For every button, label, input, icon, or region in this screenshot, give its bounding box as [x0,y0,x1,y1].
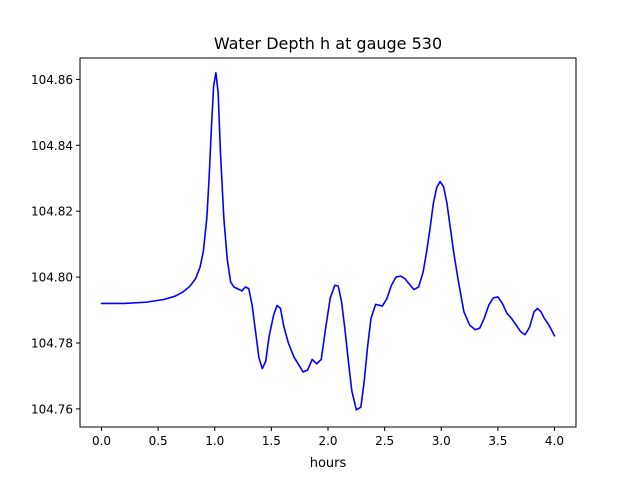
x-tick-label: 2.5 [375,434,394,448]
x-axis: 0.0 0.5 1.0 1.5 2.0 2.5 3.0 3.5 4.0 [92,427,564,448]
y-tick-label: 104.78 [31,336,73,350]
y-axis: 104.76 104.78 104.80 104.82 104.84 104.86 [31,73,80,416]
plot-area [100,72,556,411]
plot-frame [79,57,577,428]
series-line-0 [100,72,556,411]
y-tick-label: 104.86 [31,73,73,87]
x-tick-label: 3.0 [432,434,451,448]
x-tick-label: 0.0 [92,434,111,448]
y-tick-label: 104.76 [31,402,73,416]
chart-title: Water Depth h at gauge 530 [214,34,442,53]
x-tick-label: 4.0 [545,434,564,448]
x-tick-label: 1.5 [262,434,281,448]
x-tick-label: 1.0 [205,434,224,448]
x-axis-label: hours [310,456,347,471]
y-tick-label: 104.82 [31,205,73,219]
x-tick-label: 2.0 [318,434,337,448]
y-tick-label: 104.84 [31,139,73,153]
y-tick-label: 104.80 [31,271,73,285]
x-tick-label: 0.5 [149,434,168,448]
x-tick-label: 3.5 [488,434,507,448]
